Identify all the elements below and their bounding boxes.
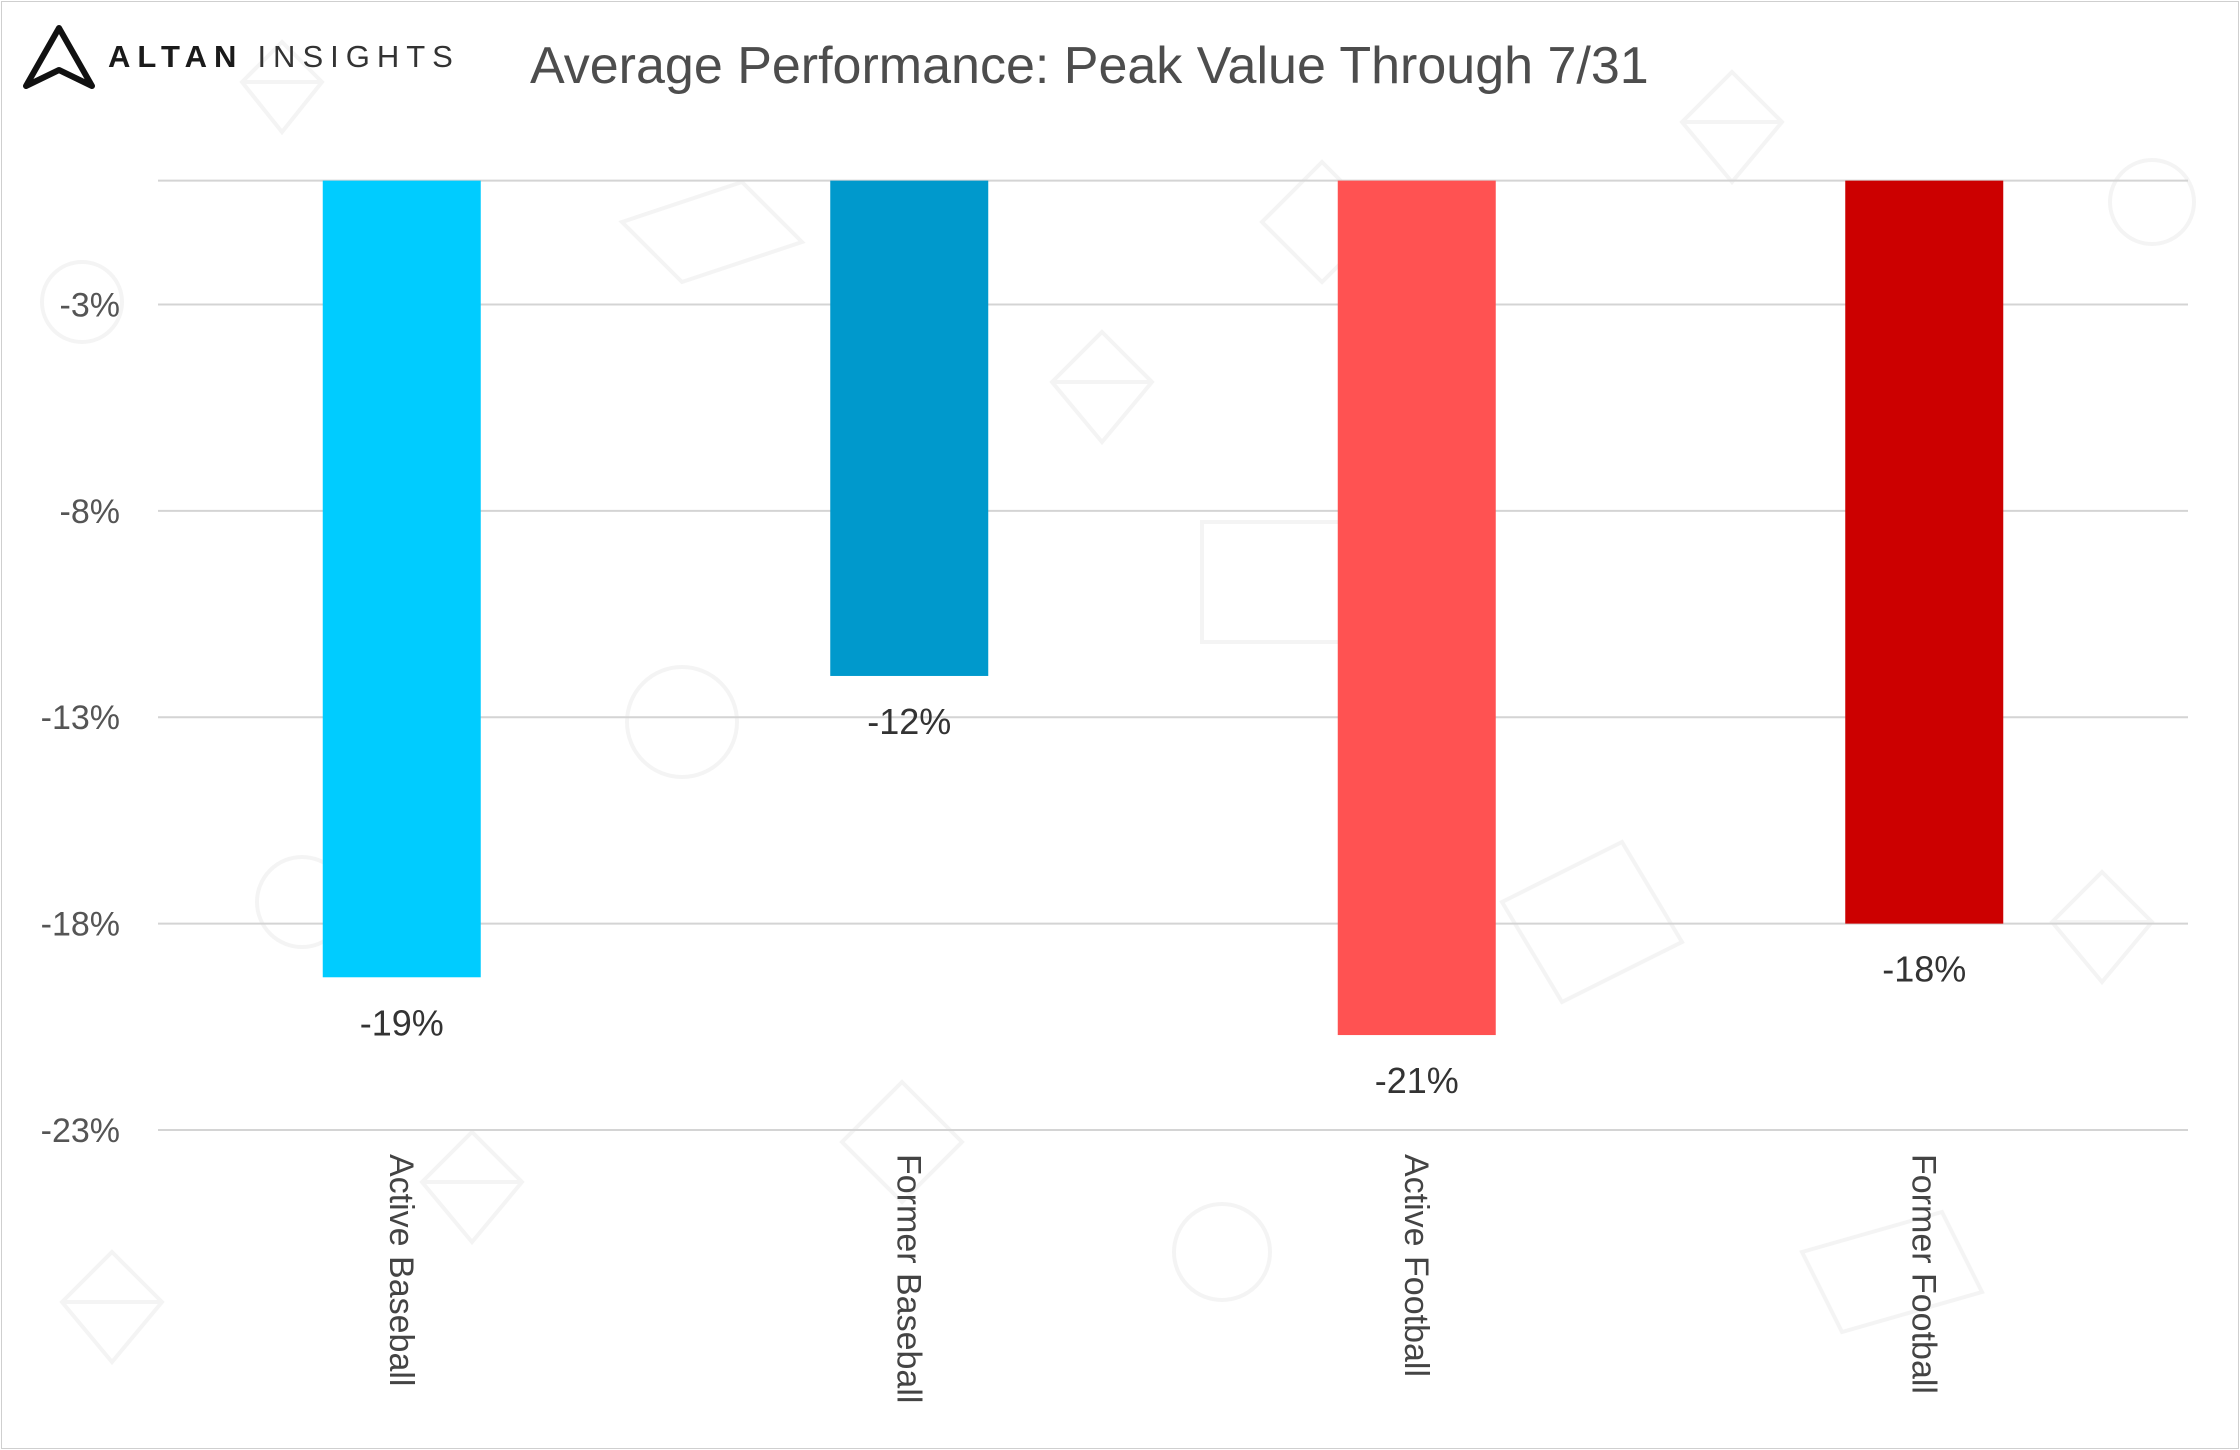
data-label: -19% <box>360 1002 444 1043</box>
bars <box>322 180 2004 1036</box>
brand-name-secondary: INSIGHTS <box>257 39 460 74</box>
brand-name-primary: ALTAN <box>108 39 244 74</box>
bar <box>830 180 989 676</box>
data-label: -21% <box>1375 1060 1459 1101</box>
bar <box>322 180 481 978</box>
y-tick-label: -3% <box>60 286 120 324</box>
data-label: -12% <box>867 701 951 742</box>
y-tick-label: -18% <box>41 906 120 944</box>
category-label: Active Football <box>1397 1154 1435 1377</box>
y-tick-label: -13% <box>41 699 120 737</box>
brand-logo: ALTAN INSIGHTS <box>22 22 460 92</box>
y-tick-label: -8% <box>60 493 120 531</box>
bar <box>1337 180 1496 1036</box>
y-tick-label: -23% <box>41 1112 120 1150</box>
triangle-logo-icon <box>23 25 95 89</box>
brand-wordmark: ALTAN INSIGHTS <box>108 39 460 75</box>
labels: -3% -8% -13% -18% -23% -19% Active Baseball -12… <box>41 286 1967 1403</box>
category-label: Former Football <box>1904 1154 1942 1394</box>
category-label: Former Baseball <box>889 1154 927 1403</box>
chart-title: Average Performance: Peak Value Through … <box>530 37 1649 95</box>
data-label: -18% <box>1882 949 1966 990</box>
category-label: Active Baseball <box>382 1154 420 1386</box>
bar <box>1845 180 2004 924</box>
